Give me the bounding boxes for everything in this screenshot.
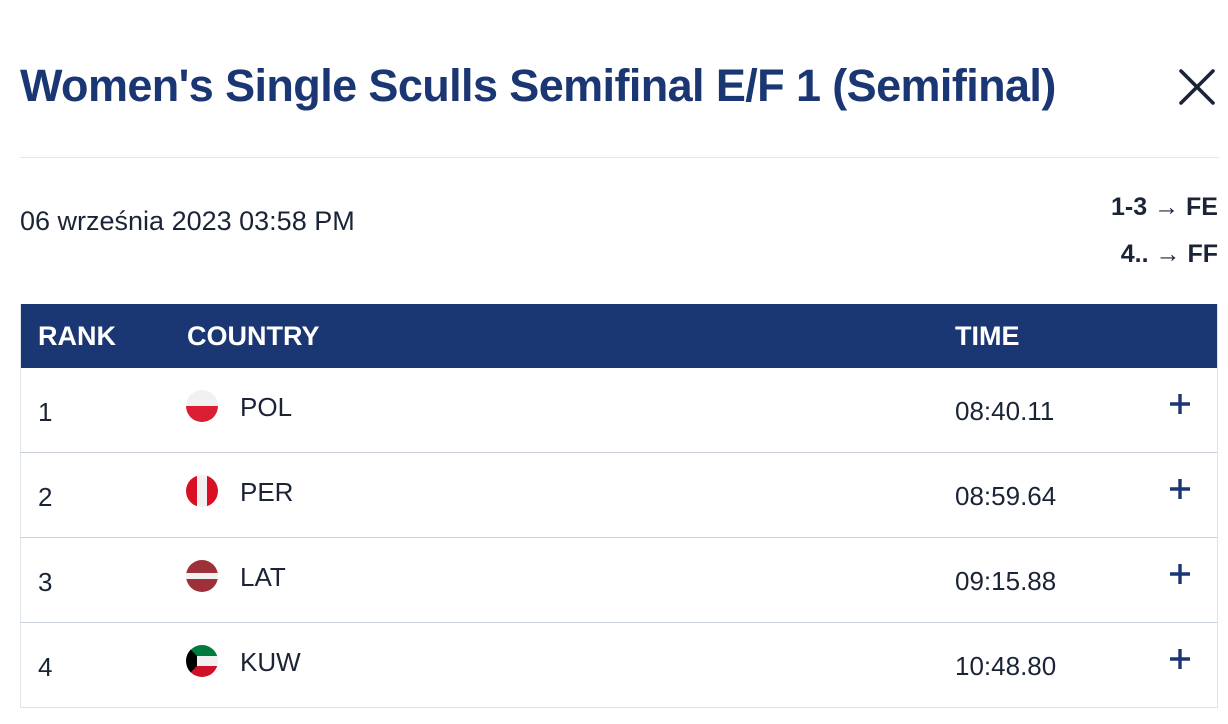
rank-column-header: RANK [38,321,116,351]
country-cell: LAT [240,562,286,592]
plus-icon[interactable] [1165,474,1195,504]
table-row: 3 LAT 09:15.88 [21,537,1217,622]
time-cell: 10:48.80 [955,651,1057,681]
rank-cell: 3 [38,567,53,597]
country-cell: POL [240,392,293,422]
country-column-header: COUNTRY [187,321,320,351]
plus-icon[interactable] [1165,389,1195,419]
table-body: 1 POL 08:40.11 2 [21,368,1217,707]
expand-row-button[interactable] [1165,389,1195,419]
country-cell: PER [240,477,294,507]
rank-cell: 4 [38,652,53,682]
header-divider [20,157,1219,158]
expand-row-button[interactable] [1165,644,1195,674]
country-cell: KUW [240,647,301,677]
latvia-flag-icon [186,560,218,592]
progression-rule: 4.. → FF [1120,240,1218,268]
progression-rule: 1-3 → FE [1111,193,1218,221]
results-table: RANK COUNTRY TIME 1 POL 08:40.11 [20,304,1218,708]
plus-icon[interactable] [1165,644,1195,674]
poland-flag-icon [186,390,218,422]
table-row: 2 PER 08:59.64 [21,452,1217,537]
peru-flag-icon [186,475,218,507]
plus-icon[interactable] [1165,559,1195,589]
race-title: Women's Single Sculls Semifinal E/F 1 (S… [20,60,1056,111]
expand-row-button[interactable] [1165,559,1195,589]
table-header: RANK COUNTRY TIME [21,304,1217,368]
close-button[interactable] [1176,66,1218,108]
time-cell: 08:40.11 [955,396,1055,426]
table-row: 1 POL 08:40.11 [21,368,1217,452]
progression-rules: 1-3 → FE 4.. → FF [1111,184,1218,278]
time-cell: 08:59.64 [955,481,1057,511]
table-row: 4 KUW 10:48.80 [21,622,1217,707]
modal-header: Women's Single Sculls Semifinal E/F 1 (S… [20,52,1220,122]
rank-cell: 2 [38,482,53,512]
expand-row-button[interactable] [1165,474,1195,504]
close-icon[interactable] [1176,66,1218,108]
time-column-header: TIME [955,321,1020,351]
kuwait-flag-icon [186,645,218,677]
rank-cell: 1 [38,397,53,427]
race-date: 06 września 2023 03:58 PM [20,206,355,236]
time-cell: 09:15.88 [955,566,1057,596]
